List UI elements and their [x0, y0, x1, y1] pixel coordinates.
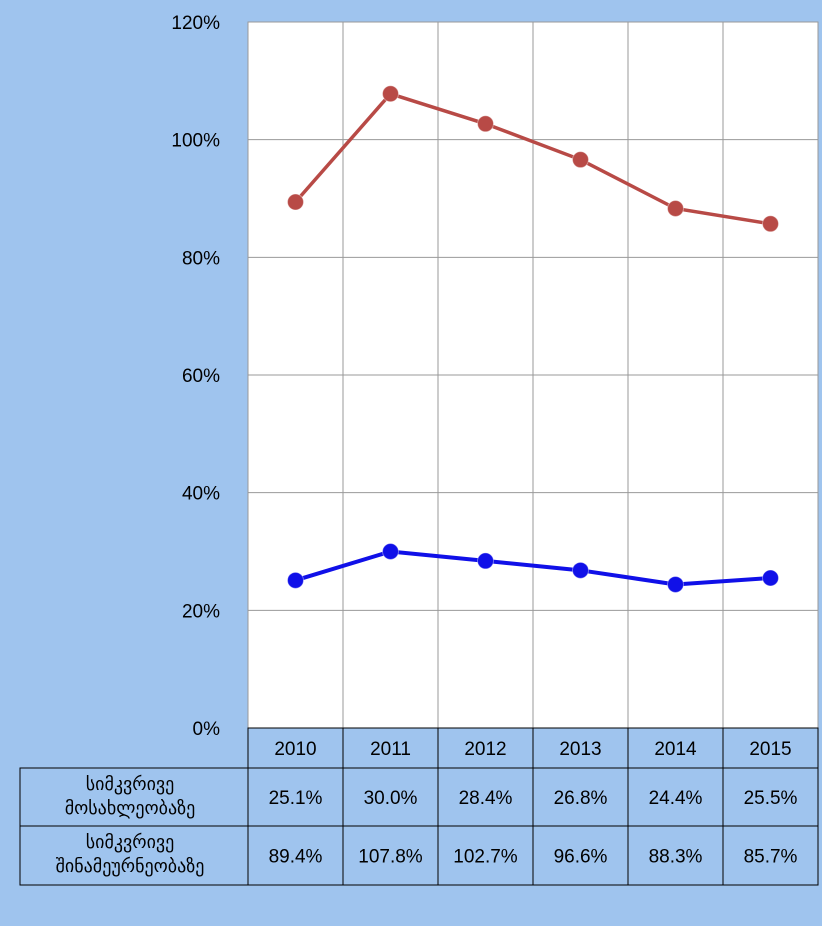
table-value: 89.4%	[269, 847, 323, 868]
series-label: სიმკვრივე შინამეურნეობაზე	[55, 832, 205, 877]
x-tick-label: 2014	[654, 739, 697, 760]
table-value: 96.6%	[554, 847, 608, 868]
series-line	[294, 91, 771, 226]
point	[762, 215, 779, 233]
table-value: 88.3%	[649, 847, 703, 868]
y-tick-label: 100%	[171, 131, 220, 152]
point	[287, 571, 304, 589]
point	[382, 85, 399, 103]
table-value: 107.8%	[358, 847, 423, 868]
table-value: 26.8%	[554, 788, 608, 809]
point	[477, 115, 494, 133]
y-tick-label: 120%	[171, 13, 220, 34]
table-value: 24.4%	[649, 788, 703, 809]
x-tick-label: 2010	[274, 739, 316, 760]
x-tick-label: 2013	[559, 739, 601, 760]
table-value: 25.5%	[744, 788, 798, 809]
table-value: 30.0%	[364, 788, 418, 809]
point	[572, 151, 589, 169]
point	[667, 575, 684, 593]
x-tick-label: 2011	[370, 739, 411, 760]
y-tick-label: 0%	[193, 719, 221, 740]
x-tick-label: 2015	[749, 739, 791, 760]
series-label: სიმკვრივე მოსახლეობაზე	[64, 774, 196, 819]
series-line	[294, 549, 771, 587]
point	[382, 543, 399, 560]
y-tick-label: 20%	[182, 601, 220, 622]
y-tick-label: 80%	[182, 248, 220, 269]
point	[667, 200, 684, 218]
point	[572, 561, 589, 579]
point	[287, 193, 304, 211]
table-value: 102.7%	[453, 847, 518, 868]
y-tick-label: 40%	[182, 484, 220, 505]
table-value: 85.7%	[744, 847, 798, 868]
y-tick-label: 60%	[182, 366, 220, 387]
table-value: 28.4%	[459, 788, 513, 809]
table-value: 25.1%	[269, 788, 323, 809]
x-tick-label: 2012	[464, 739, 506, 760]
point	[762, 569, 779, 587]
point	[477, 552, 494, 570]
